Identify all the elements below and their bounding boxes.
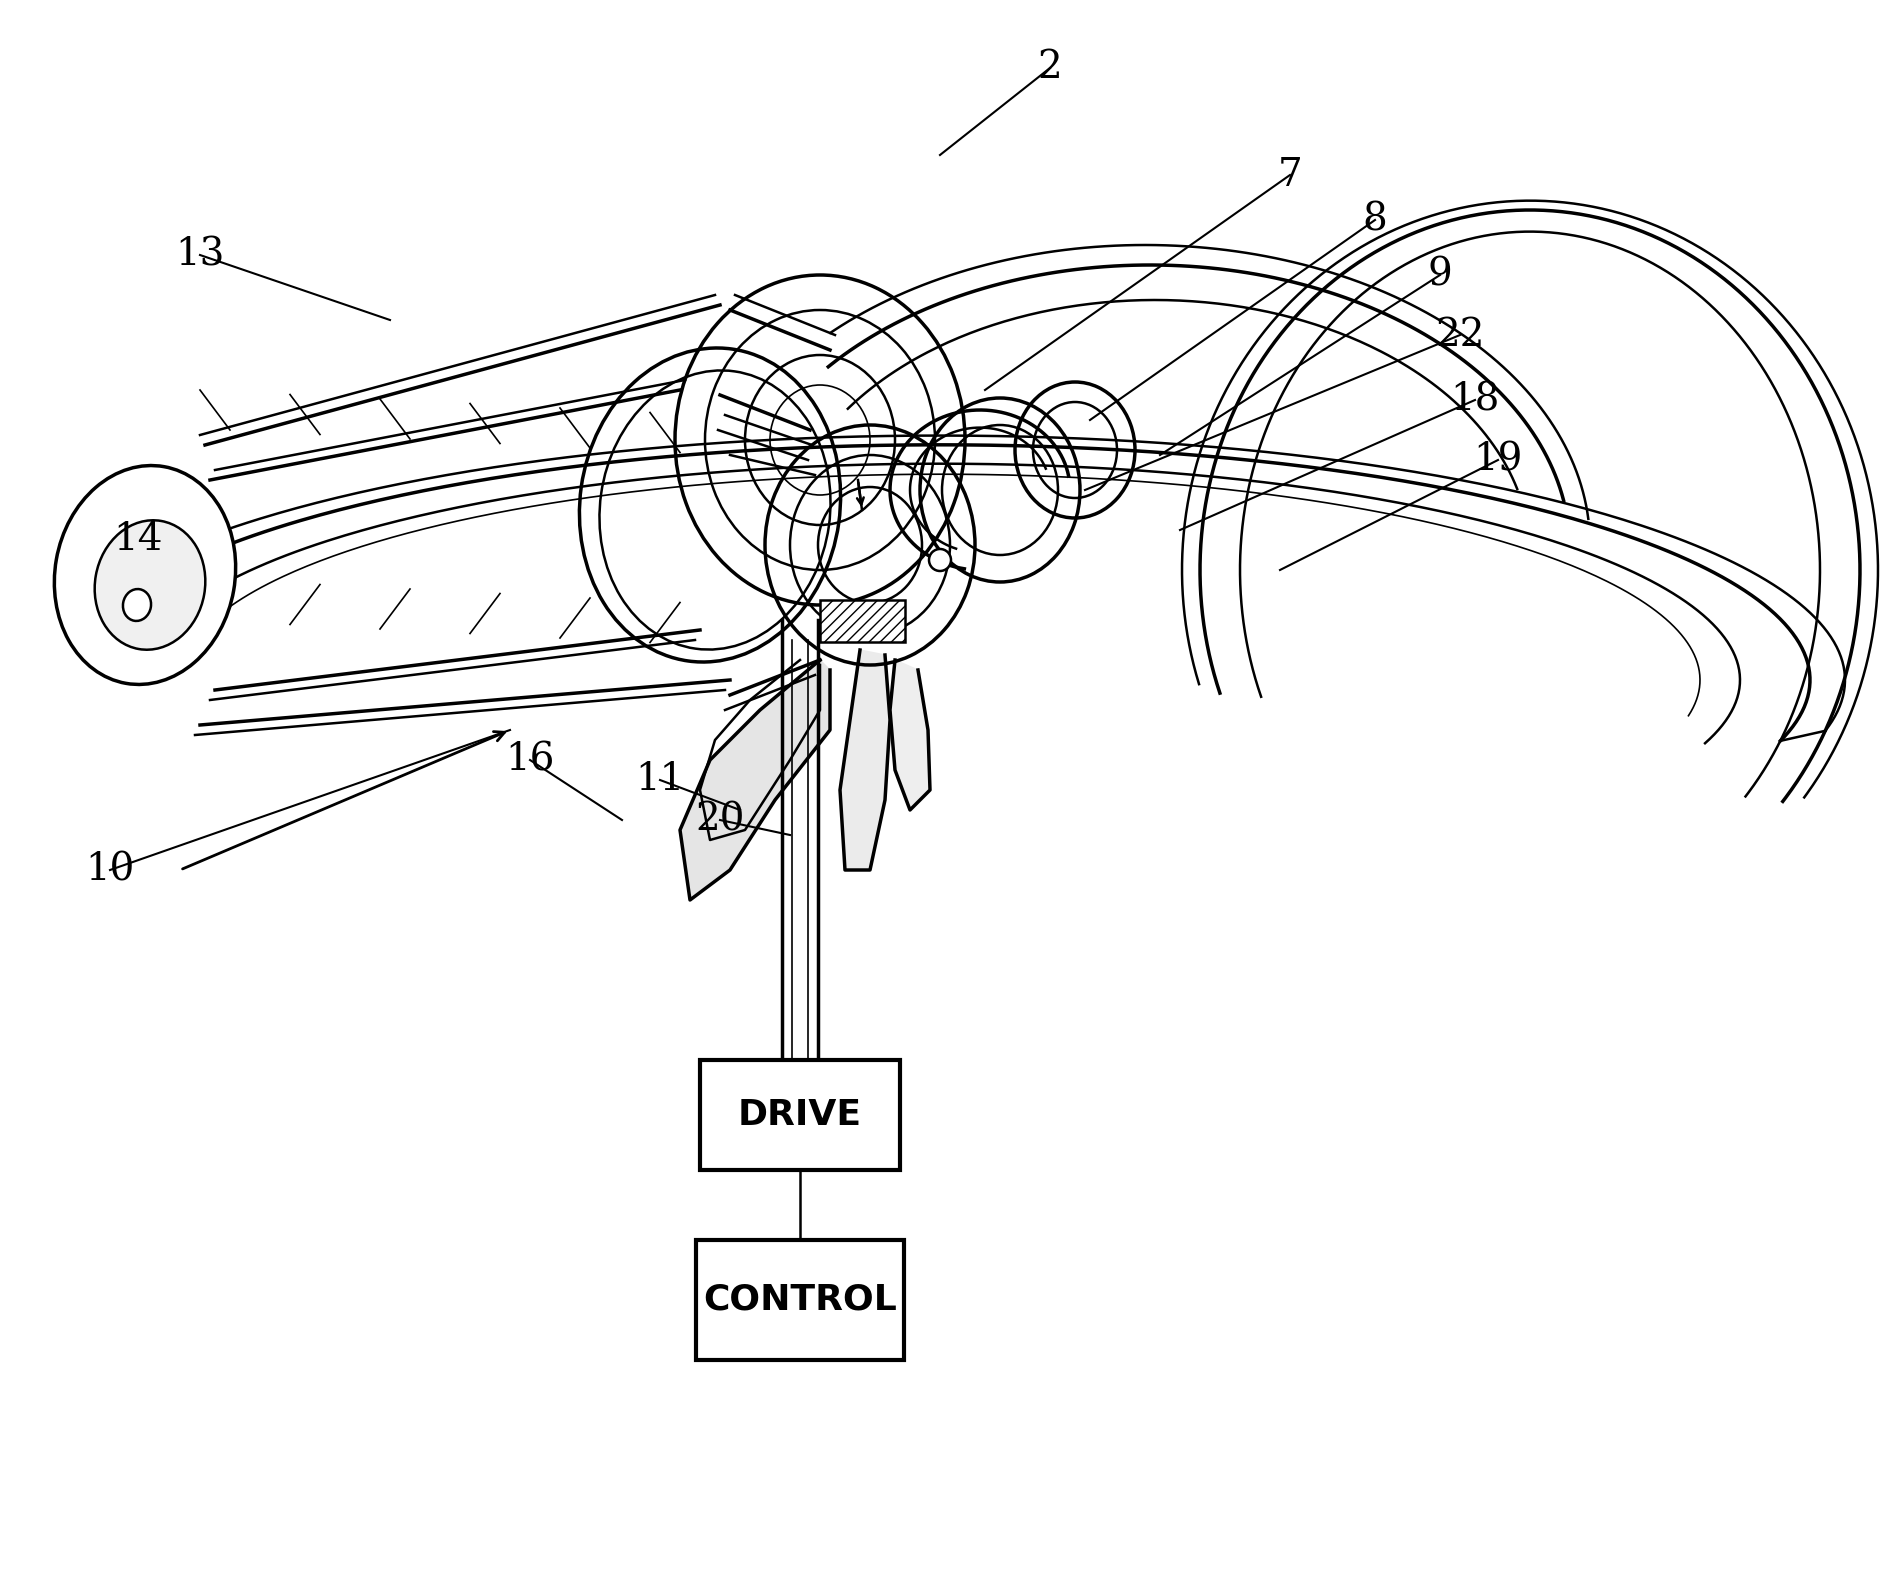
Ellipse shape — [929, 549, 951, 572]
Text: 19: 19 — [1472, 442, 1523, 478]
Text: 22: 22 — [1434, 316, 1483, 354]
Bar — [699, 1060, 899, 1170]
Text: 16: 16 — [506, 742, 555, 778]
Text: DRIVE: DRIVE — [737, 1097, 861, 1132]
Text: 10: 10 — [85, 851, 135, 889]
Polygon shape — [681, 660, 829, 900]
Text: 14: 14 — [113, 521, 164, 559]
Text: 20: 20 — [696, 802, 744, 838]
Text: 2: 2 — [1038, 49, 1062, 87]
Polygon shape — [889, 660, 929, 810]
Text: 9: 9 — [1427, 256, 1451, 294]
Text: 11: 11 — [635, 761, 684, 799]
Text: CONTROL: CONTROL — [703, 1284, 897, 1317]
Bar — [696, 1240, 904, 1360]
Text: 18: 18 — [1449, 382, 1498, 418]
Ellipse shape — [94, 519, 205, 649]
Text: 8: 8 — [1361, 202, 1387, 238]
Text: 7: 7 — [1277, 156, 1301, 194]
Ellipse shape — [122, 589, 150, 621]
Polygon shape — [840, 651, 889, 870]
Text: 13: 13 — [175, 237, 224, 273]
Bar — [820, 600, 904, 643]
Ellipse shape — [55, 466, 235, 684]
